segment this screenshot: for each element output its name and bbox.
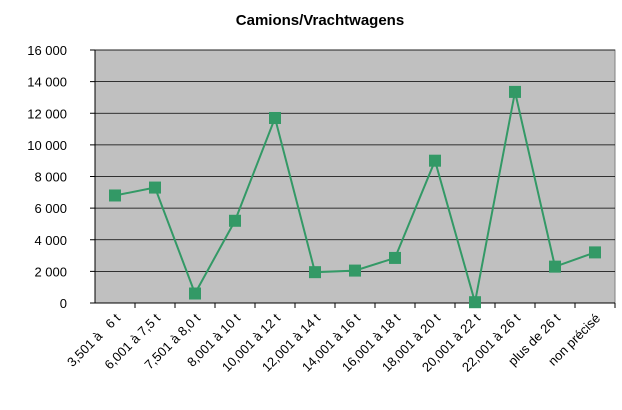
marker — [269, 111, 281, 124]
marker — [149, 181, 161, 194]
y-tick-label: 8 000 — [34, 170, 67, 185]
marker — [189, 287, 201, 300]
marker — [469, 296, 481, 309]
y-tick-label: 10 000 — [27, 138, 67, 153]
y-tick-label: 6 000 — [34, 201, 67, 216]
y-tick-label: 2 000 — [34, 264, 67, 279]
y-tick-label: 14 000 — [27, 75, 67, 90]
marker — [589, 246, 601, 259]
marker — [429, 154, 441, 167]
marker — [309, 266, 321, 279]
marker — [509, 85, 521, 98]
marker — [349, 264, 361, 277]
marker — [549, 260, 561, 273]
y-tick-label: 12 000 — [27, 106, 67, 121]
marker — [389, 251, 401, 264]
y-tick-label: 4 000 — [34, 233, 67, 248]
y-tick-label: 16 000 — [27, 43, 67, 58]
marker — [229, 214, 241, 227]
chart-title: Camions/Vrachtwagens — [236, 12, 404, 29]
y-tick-label: 0 — [60, 296, 67, 311]
marker — [109, 189, 121, 202]
